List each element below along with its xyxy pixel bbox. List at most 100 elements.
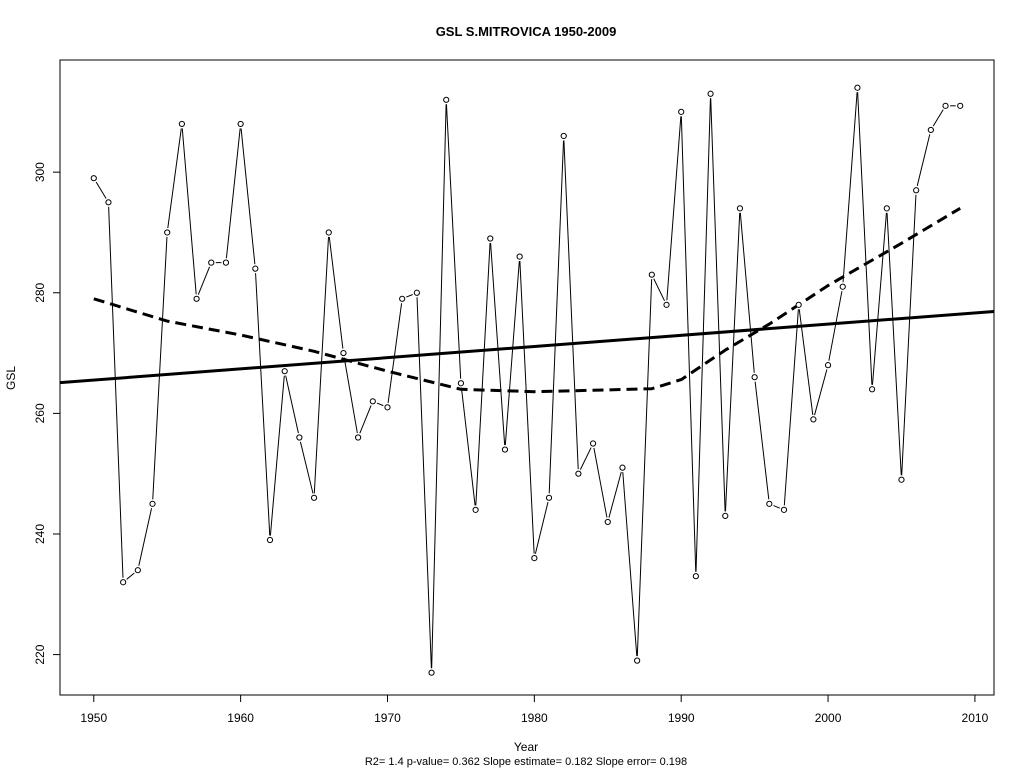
- gsl-line-segment: [842, 92, 858, 283]
- linear-trend-line: [60, 309, 994, 385]
- gsl-point: [310, 494, 318, 501]
- gsl-point: [883, 205, 890, 212]
- gsl-line-segment: [138, 508, 153, 566]
- gsl-point: [399, 295, 406, 302]
- gsl-point: [193, 295, 200, 302]
- gsl-point: [913, 187, 920, 194]
- gsl-point: [707, 90, 714, 97]
- gsl-point: [369, 398, 376, 405]
- gsl-point: [90, 175, 97, 182]
- gsl-point: [634, 657, 641, 664]
- gsl-line-segment: [548, 140, 565, 494]
- gsl-line-segment: [108, 206, 124, 578]
- gsl-line-segment: [886, 212, 902, 476]
- gsl-point: [531, 555, 538, 562]
- x-tick-label: 1950: [80, 711, 107, 725]
- plot-frame: [59, 59, 995, 696]
- gsl-point: [325, 229, 332, 236]
- gsl-line-segment: [376, 402, 384, 407]
- gsl-line-segment: [871, 212, 887, 385]
- gsl-line-segment: [622, 472, 638, 657]
- gsl-point: [178, 120, 185, 128]
- gsl-line-segment: [563, 140, 579, 470]
- gsl-point: [839, 283, 846, 290]
- x-tick-label: 1990: [668, 711, 695, 725]
- y-tick-label: 240: [33, 524, 47, 544]
- gsl-line-segment: [299, 441, 314, 494]
- gsl-point: [619, 464, 626, 471]
- gsl-point: [766, 500, 773, 507]
- gsl-line-segment: [460, 387, 476, 506]
- gsl-line-segment: [285, 375, 299, 434]
- x-axis: 1950 1960 1970 1980 1990 2000 2010: [80, 695, 989, 725]
- gsl-point: [296, 434, 303, 441]
- gsl-point: [942, 102, 949, 109]
- gsl-line-segment: [519, 261, 535, 554]
- gsl-point: [105, 199, 112, 206]
- gsl-point: [824, 362, 832, 369]
- gsl-point: [692, 573, 699, 580]
- gsl-line-segment: [197, 266, 211, 295]
- gsl-line-segment: [636, 279, 653, 657]
- gsl-point: [516, 253, 523, 260]
- gsl-line-segment: [828, 291, 843, 361]
- gsl-line-segment: [431, 104, 447, 669]
- chart-title: GSL S.MITROVICA 1950-2009: [436, 24, 617, 39]
- gsl-line-segment: [680, 116, 697, 572]
- y-tick-label: 260: [33, 403, 47, 423]
- gsl-line-segment: [126, 572, 135, 580]
- gsl-point: [134, 567, 141, 574]
- gsl-point: [604, 518, 611, 526]
- x-tick-label: 1960: [227, 711, 254, 725]
- gsl-point: [413, 289, 420, 296]
- gsl-line-segment: [653, 278, 665, 302]
- gsl-line-segment: [181, 128, 197, 295]
- gsl-line-segment: [857, 92, 873, 385]
- gsl-point: [252, 265, 259, 272]
- gsl-point: [340, 349, 347, 357]
- gsl-line-segment: [814, 369, 828, 416]
- y-tick-label: 300: [33, 162, 47, 182]
- gsl-point: [149, 500, 156, 507]
- gsl-line-segment: [387, 303, 403, 403]
- y-tick-label: 280: [33, 282, 47, 302]
- gsl-line-segment: [504, 261, 520, 446]
- gsl-point: [795, 301, 802, 308]
- gsl-line-segment: [95, 181, 107, 199]
- smooth-trend-line: [93, 207, 961, 394]
- gsl-point: [957, 102, 964, 109]
- gsl-point: [722, 512, 729, 519]
- gsl-point: [545, 494, 553, 501]
- gsl-point: [736, 205, 744, 212]
- gsl-point: [854, 84, 861, 91]
- gsl-line-segment: [475, 242, 491, 506]
- gsl-line-segment: [666, 116, 682, 301]
- gsl-line-segment: [225, 128, 241, 259]
- gsl-line-segment: [724, 212, 741, 512]
- gsl-line-segment: [608, 471, 622, 518]
- gsl-point: [208, 259, 215, 266]
- gsl-point: [648, 271, 655, 278]
- gsl-line-segment: [269, 375, 285, 536]
- x-tick-label: 2000: [815, 711, 842, 725]
- gsl-point: [810, 416, 817, 423]
- y-tick-label: 220: [33, 644, 47, 664]
- gsl-line-segment: [416, 297, 432, 669]
- gsl-point: [164, 229, 171, 236]
- gsl-line-segment: [313, 236, 329, 494]
- gsl-line-segment: [255, 273, 271, 536]
- gsl-point: [237, 120, 244, 128]
- gsl-line-segment: [490, 242, 506, 446]
- x-tick-label: 1970: [374, 711, 401, 725]
- gsl-line-segment: [406, 294, 413, 298]
- gsl-point: [780, 506, 788, 513]
- gsl-line-segment: [773, 505, 781, 509]
- gsl-line-segment: [593, 447, 608, 518]
- gsl-line-segment: [783, 309, 799, 506]
- gsl-line-segment: [932, 109, 944, 127]
- gsl-line-segment: [916, 134, 931, 187]
- gsl-line-segment: [359, 405, 372, 434]
- gsl-point: [384, 404, 391, 411]
